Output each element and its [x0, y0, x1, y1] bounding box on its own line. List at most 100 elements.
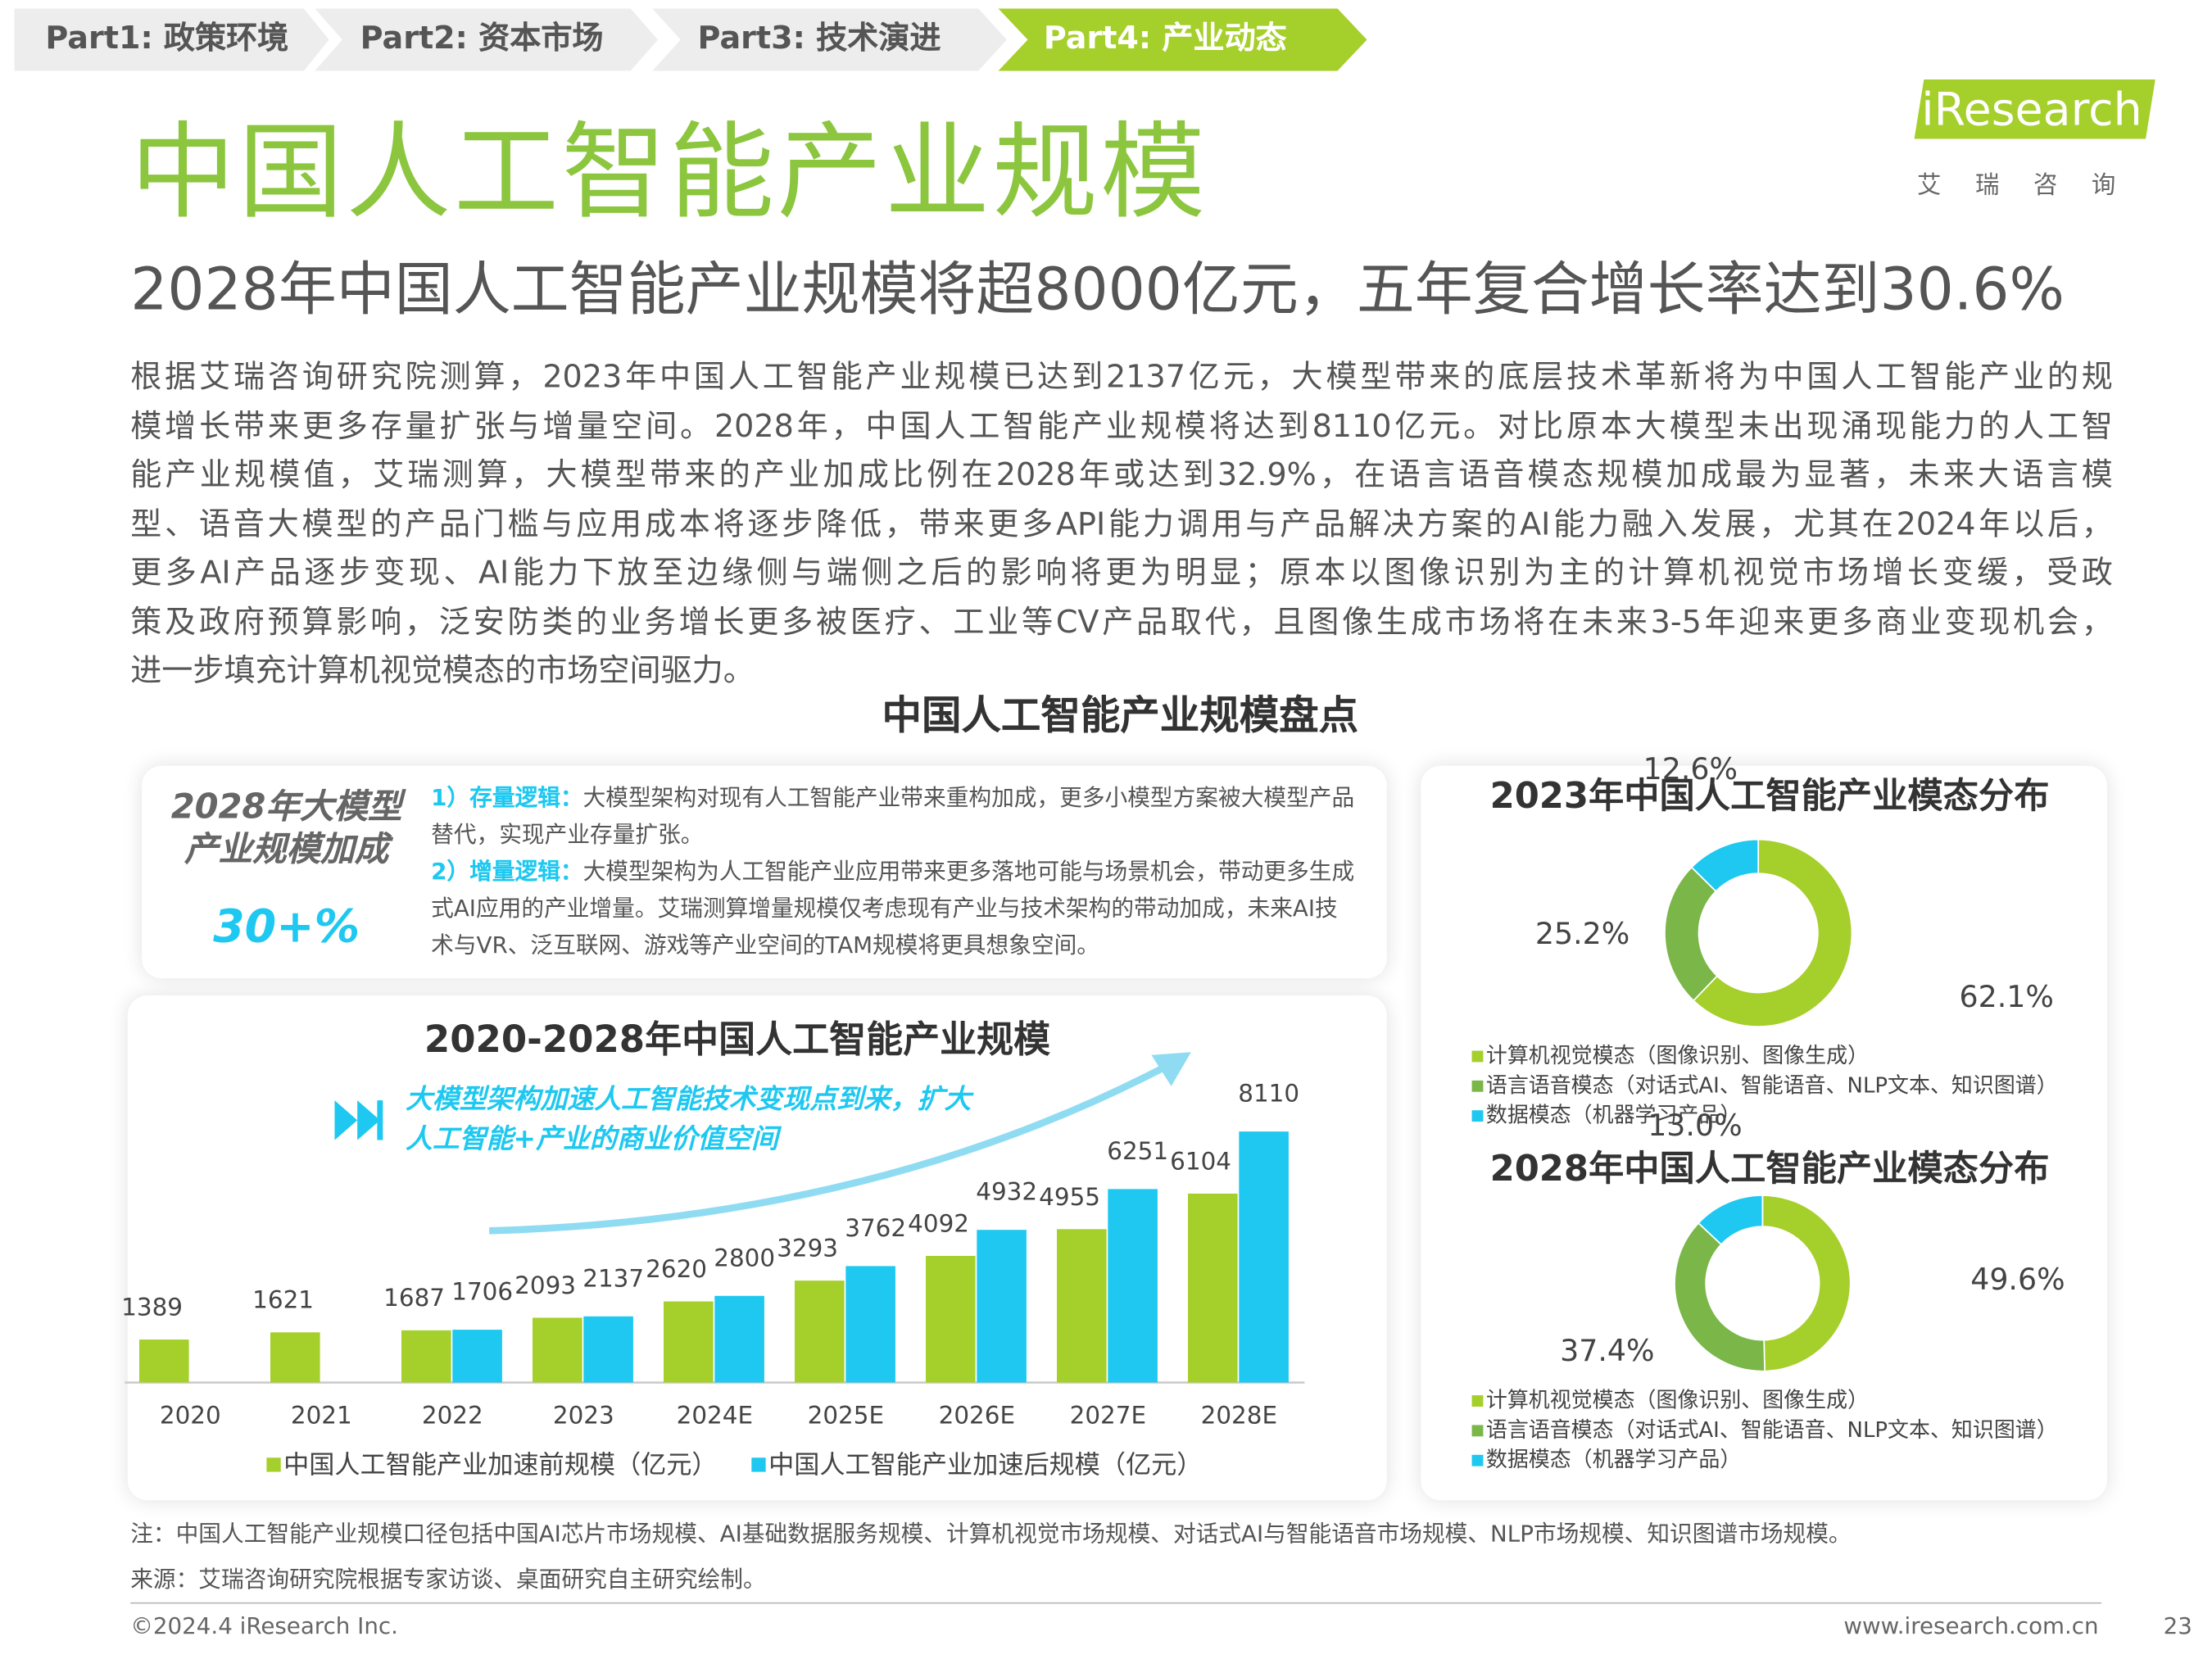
logic-text: 大模型架构对现有人工智能产业带来重构加成，更多小模型方案被大模型产品替代，实现产…: [431, 784, 1355, 849]
legend-label: 中国人工智能产业加速后规模（亿元）: [768, 1451, 1202, 1480]
logo: iResearch: [1921, 82, 2142, 137]
logic-text: 大模型架构为人工智能产业应用带来更多落地可能与场景机会，带动更多生成式AI应用的…: [431, 858, 1355, 959]
value-label: 1706: [451, 1278, 513, 1306]
fast-forward-icon: [334, 1100, 380, 1140]
panel: [142, 765, 1387, 979]
body-line: 根据艾瑞咨询研究院测算，2023年中国人工智能产业规模已达到2137亿元，大模型…: [130, 360, 2113, 396]
page-title: 中国人工智能产业规模: [130, 111, 1208, 234]
value-label: 62.1%: [1959, 979, 2053, 1014]
source: 来源：艾瑞咨询研究院根据专家访谈、桌面研究自主研究绘制。: [130, 1565, 766, 1593]
value-label: 1389: [121, 1293, 183, 1321]
body-line: 型、语音大模型的产品门槛与应用成本将逐步降低，带来更多API能力调用与产品解决方…: [130, 506, 2113, 543]
legend-label: 计算机视觉模态（图像识别、图像生成）: [1486, 1044, 1869, 1068]
nav-tab[interactable]: Part2: 资本市场: [315, 8, 659, 71]
body-text: 根据艾瑞咨询研究院测算，2023年中国人工智能产业规模已达到2137亿元，大模型…: [130, 355, 2113, 697]
bar: [401, 1330, 451, 1383]
legend-label: 语言语音模态（对话式AI、智能语音、NLP文本、知识图谱）: [1486, 1418, 2058, 1443]
legend-swatch: [1471, 1395, 1484, 1407]
x-tick-label: 2028E: [1201, 1402, 1277, 1430]
bar: [664, 1301, 714, 1383]
logic-head: 1）存量逻辑：: [431, 784, 583, 812]
body-line: 策及政府预算影响，泛安防类的业务增长更多被医疗、工业等CV产品取代，且图像生成市…: [130, 605, 2113, 641]
body-line: 模增长带来更多存量扩张与增量空间。2028年，中国人工智能产业规模将达到8110…: [130, 409, 2113, 445]
arrow-head: [1151, 1052, 1191, 1086]
bar: [452, 1330, 502, 1383]
note: 注：中国人工智能产业规模口径包括中国AI芯片市场规模、AI基础数据服务规模、计算…: [130, 1520, 1852, 1548]
x-tick-label: 2024E: [677, 1402, 753, 1430]
panel: [127, 995, 1387, 1501]
value-label: 6251: [1107, 1137, 1168, 1165]
legend-label: 数据模态（机器学习产品）: [1486, 1104, 1741, 1128]
website: www.iresearch.com.cn: [1843, 1611, 2099, 1639]
legend-swatch: [751, 1457, 766, 1472]
logic-item: 2）增量逻辑：大模型架构为人工智能产业应用带来更多落地可能与场景机会，带动更多生…: [431, 854, 1355, 964]
pie-slice: [1664, 866, 1719, 1002]
x-tick-label: 2023: [553, 1402, 614, 1430]
value-label: 1687: [383, 1284, 445, 1312]
annotation: 人工智能+产业的商业价值空间: [406, 1122, 782, 1154]
value-label: 2093: [514, 1271, 576, 1299]
legend-label: 数据模态（机器学习产品）: [1486, 1448, 1741, 1472]
value-label: 49.6%: [1970, 1262, 2065, 1297]
value-label: 25.2%: [1535, 916, 1630, 951]
legend-label: 计算机视觉模态（图像识别、图像生成）: [1486, 1389, 1869, 1413]
value-label: 2620: [646, 1255, 707, 1283]
logic-item: 1）存量逻辑：大模型架构对现有人工智能产业带来重构加成，更多小模型方案被大模型产…: [431, 780, 1355, 854]
value-label: 8110: [1238, 1080, 1299, 1108]
bar: [714, 1295, 764, 1383]
value-label: 13.0%: [1648, 1108, 1742, 1143]
legend-label: 中国人工智能产业加速前规模（亿元）: [283, 1451, 717, 1480]
boost-value: 30+%: [213, 899, 360, 954]
legend-swatch: [1471, 1050, 1484, 1063]
logo-bg: [1914, 79, 2155, 139]
nav-tab[interactable]: Part3: 技术演进: [652, 8, 1007, 71]
pie-slice: [1692, 838, 1853, 1027]
trend-arrow: [488, 1057, 1179, 1235]
bar: [845, 1266, 895, 1383]
subtitle: 2028年中国人工智能产业规模将超8000亿元，五年复合增长率达到30.6%: [130, 255, 2065, 324]
bar: [533, 1317, 582, 1383]
pie-slice: [1697, 1194, 1764, 1246]
bar: [926, 1255, 976, 1383]
pie-slice: [1690, 838, 1760, 893]
nav-tab[interactable]: Part4: 产业动态: [998, 8, 1367, 71]
value-label: 4955: [1039, 1183, 1100, 1211]
legend-swatch: [1471, 1110, 1484, 1122]
legend-swatch: [1471, 1454, 1484, 1466]
body-line: 更多AI产品逐步变现、AI能力下放至边缘侧与端侧之后的影响将更为明显；原本以图像…: [130, 555, 2113, 592]
value-label: 6104: [1170, 1147, 1231, 1175]
page-number: 23: [2163, 1611, 2192, 1639]
icon-bar: [377, 1100, 383, 1140]
value-label: 37.4%: [1560, 1333, 1654, 1368]
value-label: 2800: [714, 1244, 775, 1271]
value-label: 1621: [252, 1286, 314, 1314]
bar: [795, 1281, 845, 1383]
bar: [1057, 1229, 1107, 1383]
bar: [270, 1332, 320, 1383]
x-tick-label: 2025E: [808, 1402, 884, 1430]
chart-title: 2023年中国人工智能产业模态分布: [1490, 776, 2050, 817]
legend-swatch: [1471, 1425, 1484, 1437]
panel: [1421, 765, 2107, 1501]
pie-slice: [1761, 1194, 1852, 1372]
chart-title: 2028年中国人工智能产业模态分布: [1490, 1149, 2050, 1190]
value-label: 3762: [845, 1214, 906, 1242]
x-tick-label: 2021: [291, 1402, 352, 1430]
pie-slice: [1674, 1222, 1766, 1372]
boost-line: 产业规模加成: [184, 829, 389, 869]
x-tick-label: 2026E: [939, 1402, 1015, 1430]
logo-sub: 艾瑞咨询: [1917, 171, 2150, 201]
bar: [583, 1316, 633, 1383]
value-label: 3293: [777, 1235, 838, 1262]
x-tick-label: 2020: [160, 1402, 221, 1430]
bar: [977, 1230, 1027, 1383]
annotation: 大模型架构加速人工智能技术变现点到来，扩大: [406, 1083, 975, 1115]
nav-tab[interactable]: Part1: 政策环境: [14, 8, 329, 71]
bar: [1239, 1131, 1289, 1383]
value-label: 4932: [976, 1178, 1037, 1206]
legend-swatch: [266, 1457, 281, 1472]
legend-swatch: [1471, 1080, 1484, 1092]
chart-title: 2020-2028年中国人工智能产业规模: [424, 1018, 1050, 1061]
value-label: 12.6%: [1643, 751, 1738, 786]
